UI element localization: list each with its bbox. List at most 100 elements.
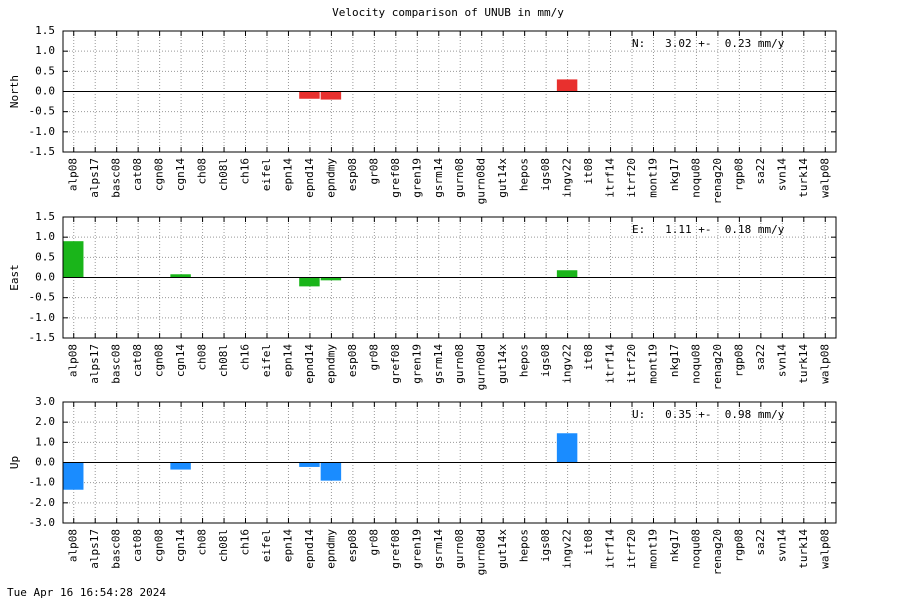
x-tick-label: cgn08 xyxy=(153,344,166,377)
y-axis-label: Up xyxy=(8,456,21,469)
x-tick-label: igs08 xyxy=(539,529,552,562)
bar xyxy=(556,433,578,463)
x-tick-label: it08 xyxy=(582,158,595,185)
x-tick-label: ingv22 xyxy=(561,158,574,198)
bar xyxy=(299,277,320,287)
x-tick-label: epn14 xyxy=(281,158,294,191)
bar xyxy=(63,462,84,490)
y-tick-label: -3.0 xyxy=(29,516,56,529)
x-tick-label: gr08 xyxy=(367,158,380,185)
x-tick-label: gut14x xyxy=(496,158,509,198)
x-tick-label: it08 xyxy=(582,344,595,371)
x-tick-label: gren19 xyxy=(410,158,423,198)
bar xyxy=(556,79,578,92)
x-tick-label: itrf20 xyxy=(625,344,638,384)
x-tick-label: ch08 xyxy=(196,158,209,185)
x-tick-label: walp08 xyxy=(818,529,831,569)
y-axis-label: East xyxy=(8,264,21,291)
y-tick-label: 0.5 xyxy=(35,64,55,77)
timestamp: Tue Apr 16 16:54:28 2024 xyxy=(7,586,166,599)
x-tick-label: sa22 xyxy=(754,158,767,185)
x-tick-label: gsrm14 xyxy=(432,158,445,198)
y-tick-label: -1.5 xyxy=(29,331,56,344)
y-axis-label: North xyxy=(8,75,21,108)
x-tick-label: epndmy xyxy=(324,529,337,569)
x-tick-label: itrf20 xyxy=(625,529,638,569)
x-tick-label: walp08 xyxy=(818,158,831,198)
x-tick-label: gut14x xyxy=(496,344,509,384)
x-tick-label: renag20 xyxy=(711,158,724,204)
y-tick-label: 1.5 xyxy=(35,24,55,37)
x-tick-label: walp08 xyxy=(818,344,831,384)
x-tick-label: gurn08d xyxy=(475,158,488,204)
x-tick-label: svn14 xyxy=(775,529,788,562)
x-tick-label: cgn08 xyxy=(153,529,166,562)
x-tick-label: sa22 xyxy=(754,529,767,556)
x-tick-label: sa22 xyxy=(754,344,767,371)
bar xyxy=(63,241,84,278)
x-tick-label: alp08 xyxy=(67,158,80,191)
x-tick-label: alp08 xyxy=(67,529,80,562)
x-tick-label: epnd14 xyxy=(303,158,316,198)
x-tick-label: hepos xyxy=(518,529,531,562)
y-tick-label: 0.0 xyxy=(35,456,55,469)
x-tick-label: epn14 xyxy=(281,344,294,377)
x-tick-label: itrf14 xyxy=(604,158,617,198)
x-tick-label: hepos xyxy=(518,158,531,191)
x-tick-label: cat08 xyxy=(131,158,144,191)
x-tick-label: gr08 xyxy=(367,344,380,371)
x-tick-label: epndmy xyxy=(324,158,337,198)
bar xyxy=(320,91,342,100)
x-tick-label: alps17 xyxy=(88,344,101,384)
y-tick-label: 3.0 xyxy=(35,395,55,408)
x-tick-label: itrf14 xyxy=(604,344,617,384)
x-tick-label: mont19 xyxy=(646,158,659,198)
x-tick-label: epndmy xyxy=(324,344,337,384)
y-tick-label: 0.5 xyxy=(35,250,55,263)
x-tick-label: esp08 xyxy=(346,344,359,377)
x-tick-label: turk14 xyxy=(797,158,810,198)
x-tick-label: nkg17 xyxy=(668,344,681,377)
x-tick-label: cgn14 xyxy=(174,529,187,562)
x-tick-label: gurn08 xyxy=(453,158,466,198)
x-tick-label: rgp08 xyxy=(732,158,745,191)
x-tick-label: gsrm14 xyxy=(432,529,445,569)
x-tick-label: renag20 xyxy=(711,529,724,575)
x-tick-label: ch16 xyxy=(239,529,252,556)
y-tick-label: 0.0 xyxy=(35,271,55,284)
bar xyxy=(320,462,342,481)
x-tick-label: turk14 xyxy=(797,529,810,569)
y-tick-label: 1.0 xyxy=(35,435,55,448)
y-tick-label: -1.0 xyxy=(29,311,56,324)
annotation: N: 3.02 +- 0.23 mm/y xyxy=(632,37,785,50)
x-tick-label: ch08l xyxy=(217,344,230,377)
x-tick-label: gr08 xyxy=(367,529,380,556)
x-tick-label: basc08 xyxy=(110,158,123,198)
x-tick-label: eifel xyxy=(260,158,273,191)
y-tick-label: 0.0 xyxy=(35,85,55,98)
x-tick-label: esp08 xyxy=(346,158,359,191)
x-tick-label: mont19 xyxy=(646,344,659,384)
y-tick-label: 1.0 xyxy=(35,230,55,243)
x-tick-label: nkg17 xyxy=(668,529,681,562)
x-tick-label: igs08 xyxy=(539,344,552,377)
x-tick-label: eifel xyxy=(260,529,273,562)
x-tick-label: gref08 xyxy=(389,344,402,384)
x-tick-label: igs08 xyxy=(539,158,552,191)
x-tick-label: turk14 xyxy=(797,344,810,384)
x-tick-label: ingv22 xyxy=(561,344,574,384)
x-tick-label: rgp08 xyxy=(732,344,745,377)
x-tick-label: alps17 xyxy=(88,529,101,569)
x-tick-label: cat08 xyxy=(131,344,144,377)
y-tick-label: -2.0 xyxy=(29,496,56,509)
x-tick-label: noqu08 xyxy=(689,344,702,384)
chart-title: Velocity comparison of UNUB in mm/y xyxy=(332,6,564,19)
bar xyxy=(299,91,320,99)
x-tick-label: noqu08 xyxy=(689,529,702,569)
x-tick-label: gurn08d xyxy=(475,529,488,575)
plot-frame xyxy=(62,401,837,524)
x-tick-label: ch08 xyxy=(196,344,209,371)
plot-frame xyxy=(62,216,837,339)
bar xyxy=(170,274,191,278)
